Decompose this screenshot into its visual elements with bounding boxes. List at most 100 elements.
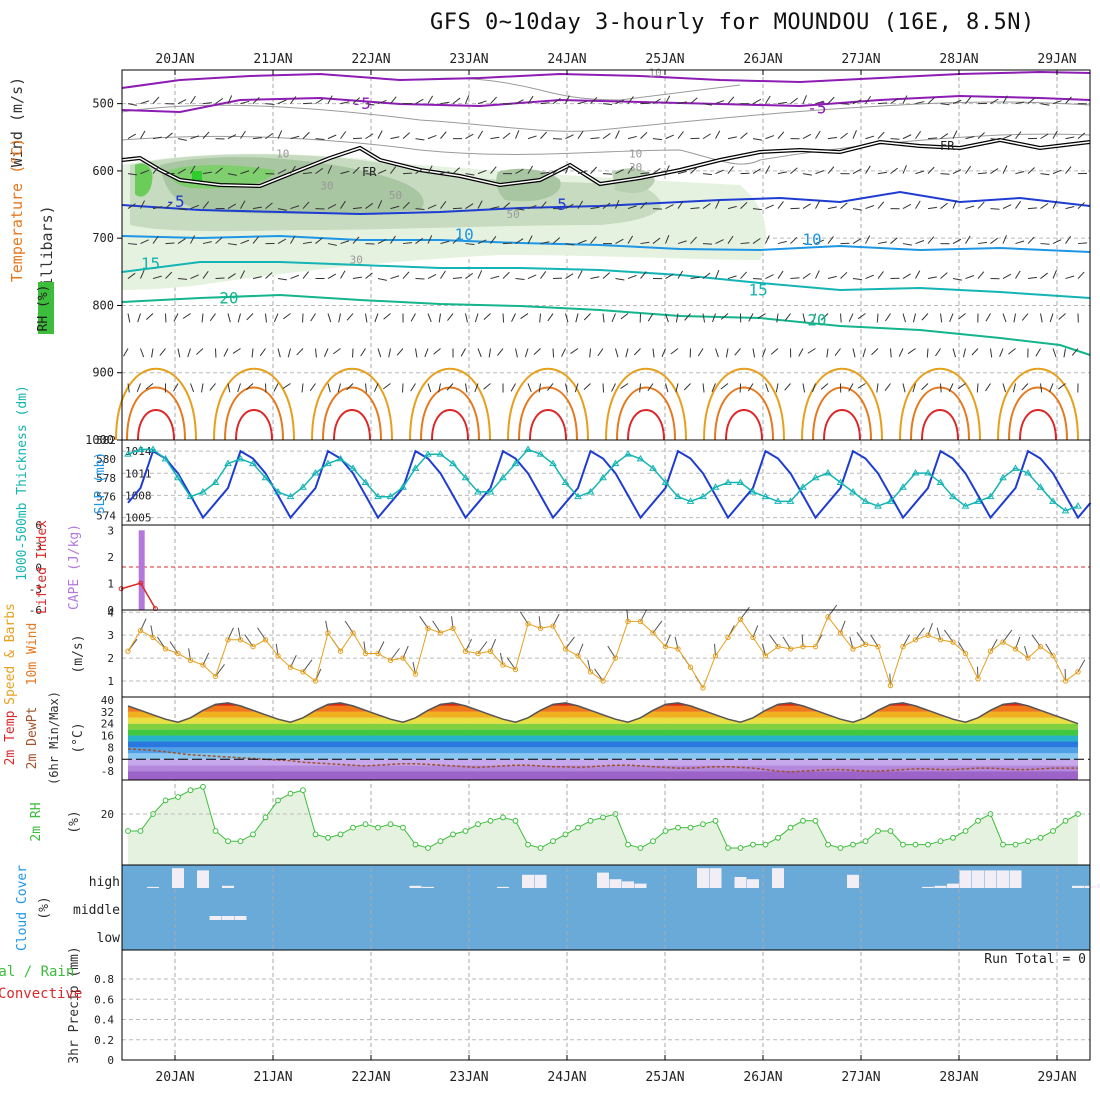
wind-barb xyxy=(966,166,971,173)
rh-contour-label: 10 xyxy=(276,147,289,160)
wind-barb xyxy=(603,314,604,323)
wind-barb xyxy=(603,383,604,392)
wind10m-axis-label-a: Speed & Barbs xyxy=(3,603,18,705)
wind-barb xyxy=(160,349,166,356)
wind-barb xyxy=(803,314,805,323)
rh-point xyxy=(863,839,868,844)
wind-barb xyxy=(584,383,591,389)
cape-tick-label: 1 xyxy=(107,577,114,590)
wind-tick-label: 1 xyxy=(107,675,114,688)
isotherm-label: 10 xyxy=(802,230,821,249)
wind-barb xyxy=(703,174,712,175)
rh-point xyxy=(401,825,406,830)
cloud-high-bar xyxy=(147,887,159,888)
wind-barb xyxy=(803,383,805,392)
cloud-high-bar xyxy=(935,886,947,888)
rh-point xyxy=(363,822,368,827)
wind-barb xyxy=(953,279,962,281)
wind-barb xyxy=(1003,205,1011,209)
wind-barb xyxy=(941,203,948,208)
wind-barb xyxy=(816,131,821,139)
cloud-level-label: high xyxy=(89,875,120,890)
temp-tick-label: -8 xyxy=(101,765,114,778)
wind-barb xyxy=(603,133,610,138)
wind-barb xyxy=(828,276,837,278)
temp-axis-label-b: 2m DewPt xyxy=(25,707,40,770)
wind-barb xyxy=(528,275,536,279)
wind-barb xyxy=(653,209,662,210)
wind-barb xyxy=(166,133,173,139)
wind-barb xyxy=(803,134,811,138)
cloud-high-bar xyxy=(635,884,647,888)
cloud-high-bar xyxy=(947,884,959,888)
wind-barb xyxy=(253,138,262,139)
wind-barb xyxy=(728,137,737,139)
pressure-tick-label: 500 xyxy=(92,97,114,111)
wind-barb xyxy=(598,349,603,356)
rh-point xyxy=(1026,839,1031,844)
wind-barb xyxy=(478,349,481,357)
wind-barb xyxy=(853,209,862,211)
wind-barb xyxy=(941,174,950,175)
wind-barb xyxy=(671,349,678,354)
wind-barb xyxy=(1041,244,1050,245)
wind-barb xyxy=(1014,314,1016,323)
wind-barb xyxy=(803,273,810,278)
wind-barb xyxy=(803,174,812,176)
rh-point xyxy=(738,846,743,851)
wind-barb xyxy=(903,383,905,392)
wind-barb xyxy=(828,236,833,243)
wind-barb xyxy=(123,349,128,357)
wind-barb xyxy=(1016,241,1025,244)
temp-tick-label: 40 xyxy=(101,694,114,707)
cloud-middle-bar xyxy=(222,916,234,920)
wind-barb xyxy=(389,349,391,358)
wind-barb xyxy=(283,383,291,388)
date-label-bottom: 22JAN xyxy=(351,1070,390,1085)
wind-barb xyxy=(953,239,961,243)
wind-barb xyxy=(503,104,512,105)
wind-barb xyxy=(303,272,309,279)
temp-color-band xyxy=(122,759,1090,765)
warm-layer-contour xyxy=(1020,410,1056,440)
date-label-bottom: 23JAN xyxy=(449,1070,488,1085)
wind-barb xyxy=(541,132,547,139)
date-label-bottom: 26JAN xyxy=(743,1070,782,1085)
wind-barb xyxy=(953,170,961,174)
rh-point xyxy=(1001,842,1006,847)
wind-barb xyxy=(891,349,892,358)
wind-barb xyxy=(941,314,942,323)
wind-barb xyxy=(1028,277,1037,278)
wind-barb xyxy=(777,314,778,323)
wind-barb xyxy=(541,271,546,278)
wind-barb xyxy=(503,314,504,323)
rh-point xyxy=(601,815,606,820)
rh-point xyxy=(788,825,793,830)
rh-contour-label: 30 xyxy=(350,254,363,267)
cape-bar xyxy=(139,530,145,610)
wind-barb xyxy=(616,130,620,138)
temp-tick-label: 16 xyxy=(101,730,114,743)
rh-point xyxy=(326,835,331,840)
isotherm-20 xyxy=(122,295,1090,355)
rh-contour-label: 30 xyxy=(320,180,333,193)
date-label-top: 20JAN xyxy=(155,52,194,67)
cloud-high-bar xyxy=(735,877,747,888)
rh-point xyxy=(288,791,293,796)
date-label-top: 29JAN xyxy=(1037,52,1076,67)
wind-barb xyxy=(591,167,597,174)
wind-barb xyxy=(353,277,362,278)
rh-point xyxy=(551,839,556,844)
wind-barb xyxy=(590,349,591,358)
slp-series xyxy=(128,451,1091,517)
wind-barb xyxy=(274,383,278,391)
wind-barb xyxy=(425,349,428,357)
wind-barb xyxy=(378,279,387,281)
wind-barb xyxy=(616,349,618,358)
wind-barb xyxy=(391,276,400,279)
wind-barb xyxy=(341,271,346,279)
wind-barb xyxy=(196,349,203,355)
wind-barb xyxy=(428,135,436,138)
rh-point xyxy=(651,839,656,844)
cloud-high-bar xyxy=(197,870,209,888)
